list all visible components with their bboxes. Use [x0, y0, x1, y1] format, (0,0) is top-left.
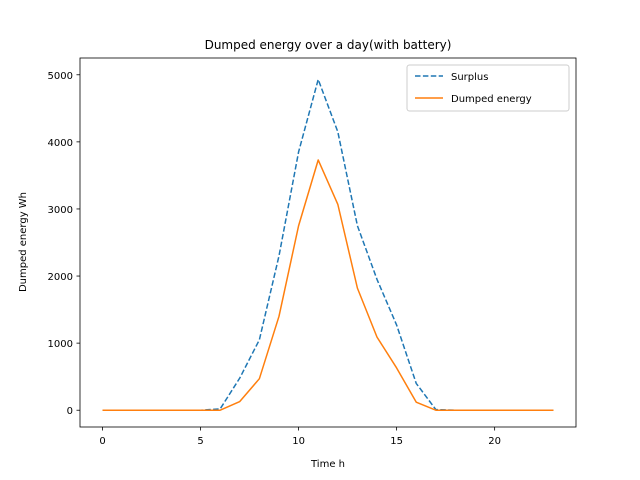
legend-label: Surplus: [451, 72, 488, 83]
legend: Surplus Dumped energy: [406, 64, 570, 112]
series-line-1: [102, 78, 554, 411]
x-tick-label: 0: [99, 436, 105, 447]
x-tick-label: 15: [390, 436, 403, 447]
x-tick-label: 5: [197, 436, 203, 447]
x-axis-ticks: 0 5 10 15 20: [99, 427, 501, 447]
legend-box: [406, 64, 570, 112]
legend-label: Dumped energy: [451, 94, 532, 105]
x-tick-label: 20: [488, 436, 501, 447]
plot-area: [79, 57, 577, 428]
y-axis-ticks: 0 1000 2000 3000 4000 5000: [48, 71, 80, 417]
x-tick-label: 10: [292, 436, 305, 447]
y-tick-label: 2000: [48, 272, 73, 283]
plot-frame: [79, 57, 577, 428]
series-line-2: [102, 159, 554, 411]
x-axis-label: Time h: [310, 459, 345, 470]
y-tick-label: 5000: [48, 71, 73, 82]
y-tick-label: 4000: [48, 138, 73, 149]
y-tick-label: 0: [67, 406, 73, 417]
y-tick-label: 1000: [48, 339, 73, 350]
chart-title: Dumped energy over a day(with battery): [205, 38, 452, 52]
y-tick-label: 3000: [48, 205, 73, 216]
y-axis-label: Dumped energy Wh: [18, 192, 29, 292]
